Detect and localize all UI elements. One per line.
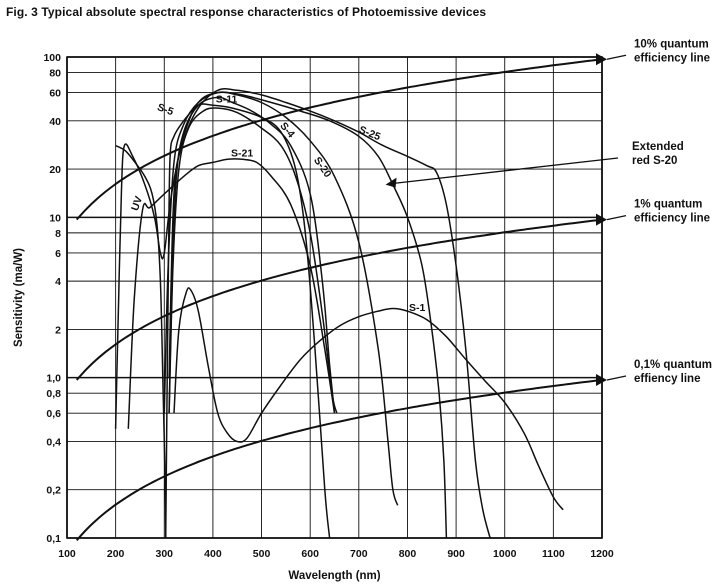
chart-grid <box>66 56 603 539</box>
figure-title: Fig. 3 Typical absolute spectral respons… <box>6 5 487 19</box>
x-tick-label-1200: 1200 <box>590 548 614 560</box>
efficiency-callout-line2-1-quantum-efficiency-line: efficiency line <box>634 213 710 225</box>
curve-s-20 <box>163 91 399 506</box>
efficiency-callout-line1-1-quantum-efficiency-line: 1% quantum <box>634 199 702 211</box>
curve-label-s-25: S-25 <box>357 124 382 143</box>
curve-uv <box>115 144 167 539</box>
x-tick-label-1000: 1000 <box>493 548 517 560</box>
curve-label-s-1: S-1 <box>409 302 426 314</box>
curve-s-1 <box>173 287 564 511</box>
x-tick-label-400: 400 <box>204 548 222 560</box>
curve-label-s-4: S-4 <box>277 120 297 140</box>
efficiency-callout-line2-0-1-quantum-effiency-line: effiency line <box>634 373 700 385</box>
efficiency-leader-1-quantum-efficiency-line <box>606 214 627 221</box>
chart-axes: 100 200 300 400 500 600 700 800 900 1000 1100 1200 0… <box>13 52 614 582</box>
x-tick-label-900: 900 <box>447 548 465 560</box>
efficiency-callout-line1-10-quantum-efficiency-line: 10% quantum <box>634 38 709 50</box>
efficiency-leader-10-quantum-efficiency-line <box>606 54 627 60</box>
x-axis-label: Wavelength (nm) <box>288 570 380 582</box>
x-tick-label-600: 600 <box>301 548 319 560</box>
y-tick-label-1: 1,0 <box>46 373 61 385</box>
x-tick-label-700: 700 <box>350 548 368 560</box>
efficiency-callout-line1-0-1-quantum-effiency-line: 0,1% quantum <box>634 359 712 371</box>
extended-red-arrowhead <box>385 177 397 188</box>
curve-label-s-5: S-5 <box>156 101 176 118</box>
y-tick-label-80: 80 <box>49 68 61 80</box>
y-tick-label-10: 10 <box>49 212 61 224</box>
y-tick-label-40: 40 <box>49 116 61 128</box>
y-tick-label-4: 4 <box>55 276 61 288</box>
curve-s-4 <box>168 107 338 414</box>
efficiency-arrowhead-10-quantum-efficiency-line <box>596 53 607 66</box>
y-tick-label-0_6: 0,6 <box>46 408 61 420</box>
y-tick-label-0_2: 0,2 <box>46 485 61 497</box>
curve-label-s-20: S-20 <box>311 155 334 180</box>
curve-s-11 <box>168 96 336 414</box>
curve-label-uv: UV <box>129 195 145 213</box>
efficiency-callout-line2-10-quantum-efficiency-line: efficiency line <box>634 52 710 64</box>
callouts: 10% quantum efficiency line 1% quantum effi… <box>385 38 712 385</box>
y-tick-label-100: 100 <box>43 52 61 64</box>
x-tick-label-1100: 1100 <box>542 548 565 560</box>
y-axis-label: Sensitivity (ma/W) <box>13 248 25 347</box>
extended-red-callout-line2: red S-20 <box>632 155 677 167</box>
efficiency-leader-0-1-quantum-effiency-line <box>606 375 627 381</box>
x-tick-label-300: 300 <box>156 548 174 560</box>
y-tick-label-0_4: 0,4 <box>46 436 61 448</box>
response-curves <box>114 88 564 539</box>
extended-red-leader-line <box>391 157 619 185</box>
y-tick-label-6: 6 <box>55 248 61 260</box>
efficiency-arrowhead-1-quantum-efficiency-line <box>596 213 607 226</box>
y-tick-label-2: 2 <box>55 324 61 336</box>
curve-s-25 <box>168 88 491 539</box>
plot-frame <box>66 56 603 539</box>
efficiency-line-10-quantum-efficiency-line <box>75 58 603 221</box>
x-tick-label-100: 100 <box>58 548 76 560</box>
curve-label-s-21: S-21 <box>231 147 253 159</box>
efficiency-arrowhead-0-1-quantum-effiency-line <box>596 373 607 386</box>
efficiency-line-1-quantum-efficiency-line <box>75 218 603 381</box>
y-tick-label-8: 8 <box>55 228 61 240</box>
efficiency-lines <box>75 53 627 541</box>
curve-s-21 <box>127 158 336 429</box>
y-tick-label-60: 60 <box>49 88 61 100</box>
x-tick-label-800: 800 <box>399 548 417 560</box>
x-tick-label-200: 200 <box>107 548 125 560</box>
y-tick-label-20: 20 <box>49 164 61 176</box>
efficiency-line-0-1-quantum-effiency-line <box>75 378 603 541</box>
y-tick-label-0_1: 0,1 <box>46 533 61 545</box>
curve-labels: S-5 S-11 S-4 S-21 S-20 S-25 UV S-1 <box>129 94 426 315</box>
curve-label-s-11: S-11 <box>216 94 238 106</box>
x-tick-label-500: 500 <box>253 548 271 560</box>
curve-extended-red-s-20 <box>114 91 448 539</box>
y-tick-label-0_8: 0,8 <box>46 388 61 400</box>
extended-red-callout-line1: Extended <box>632 141 684 153</box>
